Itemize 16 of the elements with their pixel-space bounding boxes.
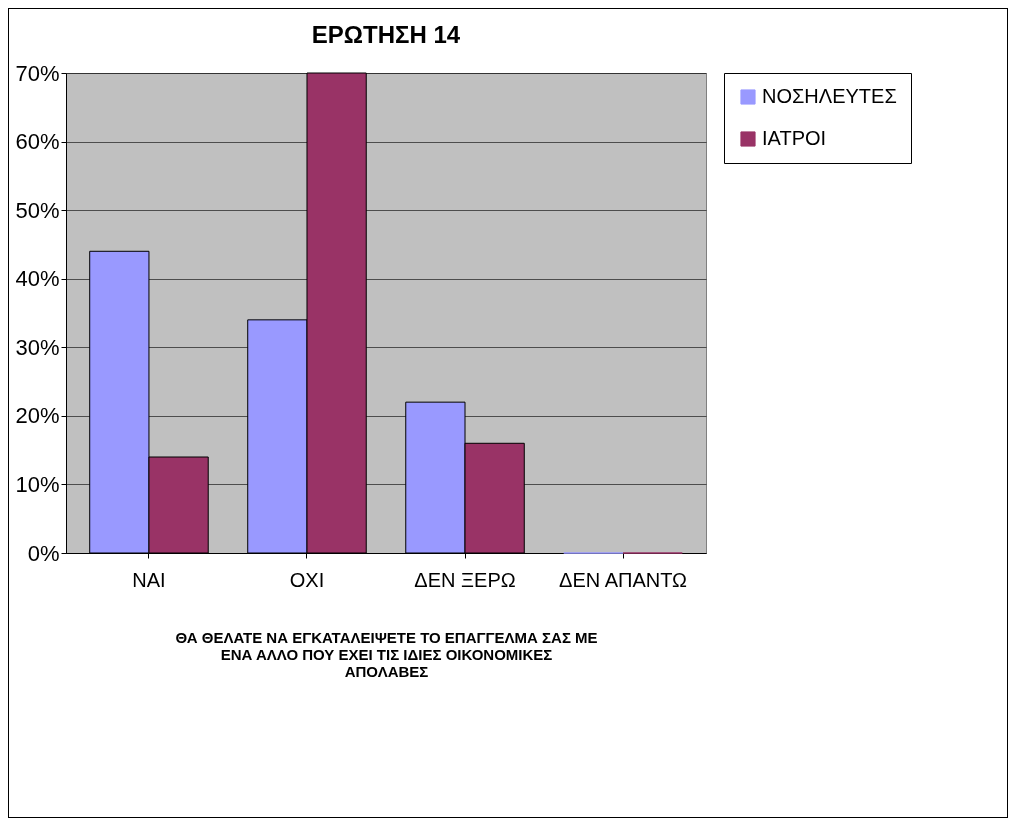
y-tick-label: 10% (15, 471, 60, 497)
y-tick-label: 60% (15, 129, 60, 155)
x-tick-label: ΝΑΙ (132, 568, 166, 591)
y-tick-label: 30% (15, 334, 60, 360)
x-tick-label: ΟΧΙ (289, 568, 325, 591)
y-tick-label: 40% (15, 266, 60, 292)
legend-label: ΝΟΣΗΛΕΥΤΕΣ (762, 85, 897, 107)
y-tick-label: 20% (15, 403, 60, 429)
x-tick-label: ΔΕΝ ΞΕΡΩ (414, 568, 516, 591)
y-tick-label: 50% (15, 197, 60, 223)
y-tick-label: 70% (15, 60, 60, 86)
x-tick-label: ΔΕΝ ΑΠΑΝΤΩ (559, 568, 688, 591)
x-axis-title: ΘΑ ΘΕΛΑΤΕ ΝΑ ΕΓΚΑΤΑΛΕΙΨΕΤΕ ΤΟ ΕΠΑΓΓΕΛΜΑ ΣΑΣ ΜΕ ΕΝΑ ΑΛΛΟ ΠΟΥ ΕΧΕΙ ΤΙΣ ΙΔΙΕΣ ΟΙΚΟΝΟΜΙΚΕΣ ΑΠΟΛΑΒΕΣ (175, 628, 598, 680)
chart-title: ΕΡΩΤΗΣΗ 14 (311, 21, 461, 48)
y-tick-label: 0% (27, 540, 60, 566)
legend-label: ΙΑΤΡΟΙ (762, 127, 827, 149)
